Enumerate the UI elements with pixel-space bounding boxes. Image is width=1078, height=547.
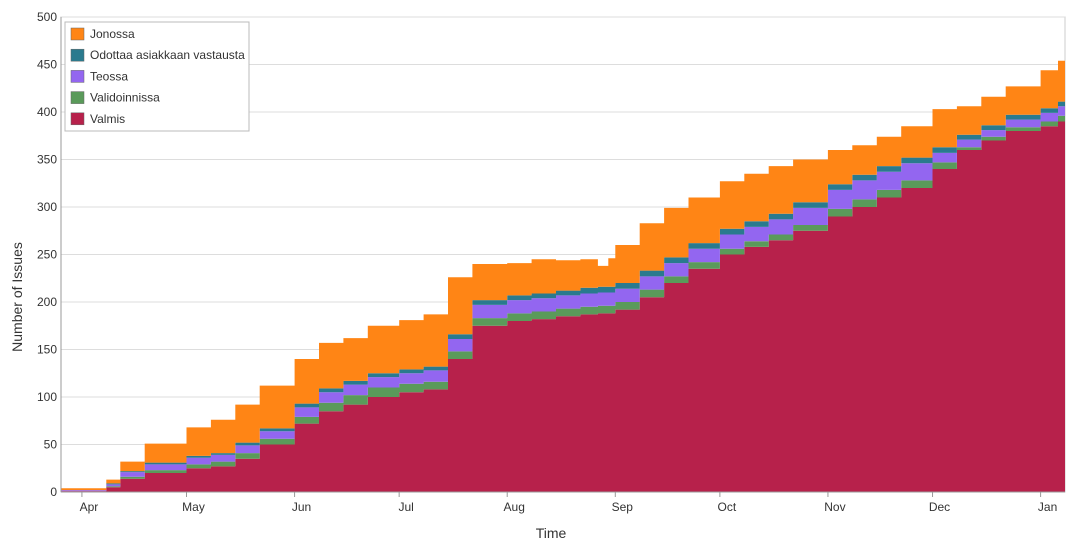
area-teossa [61,106,1065,492]
series-areas [61,60,1065,492]
x-tick-label: Oct [718,500,737,514]
y-axis-ticks: 0 50 100 150 200 250 300 350 400 450 500 [37,10,57,499]
legend-swatch [70,48,85,62]
y-tick-label: 50 [44,438,58,452]
y-tick-label: 450 [37,58,57,72]
y-tick-label: 500 [37,10,57,24]
legend-swatch [70,91,85,104]
y-tick-label: 350 [37,153,57,167]
y-tick-label: 100 [37,390,57,404]
legend-label: Teossa [90,69,128,83]
area-jonossa [61,60,1065,491]
x-axis-title: Time [536,525,567,541]
axes [60,17,1065,493]
x-tick-label: Jul [398,500,413,514]
x-tick-label: Dec [929,500,950,514]
x-tick-label: Apr [80,500,99,514]
legend-box [64,21,250,132]
x-tick-label: Jun [292,500,311,514]
y-tick-label: 250 [37,248,57,262]
legend-label: Validoinnissa [90,91,160,105]
legend-label: Jonossa [90,27,135,41]
y-tick-label: 300 [37,200,57,214]
x-tick-label: Jan [1038,500,1057,514]
x-axis-ticks: Apr May Jun Jul Aug Sep Oct Nov Dec Jan [80,492,1057,514]
x-tick-label: Sep [612,500,634,514]
legend: Jonossa Odottaa asiakkaan vastausta Teossa… [64,21,250,132]
y-tick-label: 400 [37,105,57,119]
legend-swatch [70,112,85,126]
legend-label: Valmis [90,112,125,126]
x-tick-label: Nov [824,500,845,514]
legend-swatch [70,27,85,41]
y-axis-title: Number of Issues [9,242,25,352]
y-tick-label: 200 [37,295,57,309]
legend-label: Odottaa asiakkaan vastausta [90,48,245,62]
x-tick-label: Aug [504,500,525,514]
area-valmis [61,121,1065,492]
y-tick-label: 150 [37,343,57,357]
legend-swatch [70,70,85,83]
y-tick-label: 0 [50,485,57,499]
x-tick-label: May [182,500,205,514]
